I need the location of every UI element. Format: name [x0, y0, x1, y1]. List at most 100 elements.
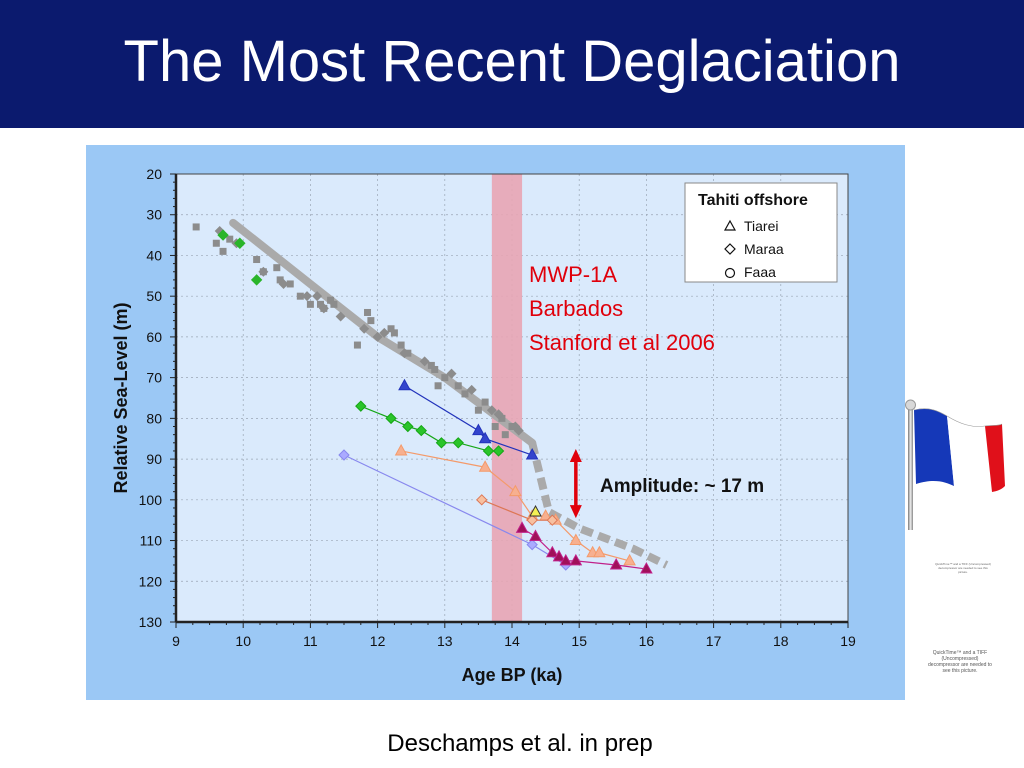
mwp-1a-band — [491, 174, 523, 622]
series-1-point — [482, 445, 495, 457]
amplitude-arrow-head-up — [569, 448, 582, 462]
y-tick-label: 20 — [146, 166, 162, 182]
x-tick-label: 11 — [303, 633, 318, 649]
barbados-square-point — [498, 414, 506, 422]
x-tick-label: 17 — [706, 633, 722, 649]
barbados-square-point — [276, 276, 284, 284]
series-3-point — [478, 460, 492, 472]
title-bar — [0, 0, 1024, 128]
legend-entry-label: Tiarei — [744, 218, 779, 234]
barbados-square-point — [286, 280, 294, 288]
x-tick-label: 10 — [235, 633, 251, 649]
y-tick-label: 120 — [139, 573, 163, 589]
barbados-diamond-point — [446, 368, 457, 379]
barbados-square-point — [441, 374, 449, 382]
barbados-diamond-point — [318, 303, 329, 314]
barbados-square-point — [427, 361, 435, 369]
mwp-annotation-line: Barbados — [529, 296, 623, 321]
series-1-point — [402, 420, 414, 433]
x-tick-label: 15 — [571, 633, 587, 649]
y-tick-label: 110 — [140, 533, 163, 549]
barbados-diamond-point — [312, 291, 323, 302]
barbados-diamond-point — [513, 425, 524, 436]
y-tick-label: 90 — [146, 451, 162, 467]
barbados-square-point — [364, 308, 372, 316]
barbados-square-point — [474, 406, 482, 414]
legend-title: Tahiti offshore — [698, 192, 808, 209]
barbados-square-point — [253, 256, 261, 264]
mwp-annotation-line: Stanford et al 2006 — [529, 330, 715, 355]
y-tick-label: 70 — [146, 370, 162, 386]
amplitude-arrow-head-down — [569, 505, 582, 519]
series-6-point — [559, 553, 573, 566]
barbados-square-point — [461, 390, 469, 398]
y-tick-label: 50 — [146, 288, 162, 304]
barbados-square-point — [212, 239, 220, 247]
barbados-square-point — [481, 398, 489, 406]
legend-triangle-icon — [723, 219, 737, 231]
series-1-point — [435, 437, 448, 449]
barbados-square-point — [296, 292, 304, 300]
x-tick-label: 13 — [437, 633, 453, 649]
series-1-point — [385, 412, 397, 425]
barbados-diamond-point — [486, 405, 497, 416]
barbados-curve-dashed — [528, 441, 669, 569]
legend-box — [684, 182, 838, 283]
series-6-point — [640, 562, 653, 574]
series-6-point — [609, 557, 623, 570]
series-4-point — [338, 449, 350, 461]
legend-diamond-icon — [724, 243, 736, 255]
amplitude-label: Amplitude: ~ 17 m — [600, 476, 764, 497]
slide-title: The Most Recent Deglaciation — [123, 29, 901, 94]
barbados-square-point — [501, 431, 509, 439]
barbados-diamond-point — [399, 348, 410, 359]
series-6-point — [529, 529, 542, 541]
barbados-diamond-point — [379, 327, 390, 338]
y-tick-label: 130 — [139, 614, 163, 630]
quicktime-placeholder-2: QuickTime™ and a TIFF (Uncompressed) dec… — [928, 650, 992, 674]
series-2-point — [398, 378, 411, 391]
series-5-point — [476, 494, 488, 506]
barbados-diamond-point — [335, 311, 346, 322]
x-axis-label: Age BP (ka) — [462, 665, 563, 685]
barbados-diamond-point — [302, 291, 313, 302]
sea-level-chart: 9 10 11 12 13 14 15 16 17 18 19 20 30 40 50 60 70 80 90 100… — [111, 166, 856, 685]
y-tick-label: 80 — [146, 410, 162, 426]
french-flag-icon — [905, 399, 1005, 530]
y-tick-label: 30 — [146, 207, 162, 223]
x-tick-label: 12 — [370, 633, 386, 649]
y-tick-label: 100 — [139, 492, 163, 508]
quicktime-placeholder-1: QuickTime™ and a TIFF (Uncompressed) dec… — [935, 562, 991, 574]
barbados-square-point — [306, 300, 314, 308]
series-3-point — [623, 553, 636, 566]
x-tick-label: 14 — [504, 633, 520, 649]
series-6-point — [552, 549, 566, 562]
barbados-diamond-point — [372, 331, 383, 342]
barbados-square-point — [387, 325, 395, 333]
series-1-point — [492, 445, 505, 457]
series-3-point — [509, 484, 522, 497]
barbados-square-point — [390, 329, 398, 337]
series-6-point — [545, 545, 559, 558]
barbados-square-point — [454, 382, 462, 390]
y-axis-label: Relative Sea-Level (m) — [111, 302, 131, 493]
barbados-square-point — [491, 423, 499, 431]
barbados-square-point — [192, 223, 200, 231]
series-7-point — [529, 504, 542, 517]
barbados-square-point — [330, 300, 338, 308]
barbados-square-point — [434, 382, 442, 390]
legend-entry-label: Maraa — [744, 241, 784, 257]
x-tick-label: 18 — [773, 633, 789, 649]
series-6-point — [569, 553, 583, 566]
x-tick-label: 16 — [639, 633, 655, 649]
series-2-point — [478, 431, 492, 444]
series-3-point — [569, 533, 583, 546]
series-3-point — [394, 443, 408, 456]
barbados-square-point — [273, 264, 281, 272]
series-0-point — [234, 237, 246, 249]
chart-figure: 9 10 11 12 13 14 15 16 17 18 19 20 30 40 50 60 70 80 90 100… — [86, 145, 905, 700]
barbados-diamond-point — [419, 356, 430, 367]
barbados-diamond-point — [466, 384, 477, 395]
series-2-point — [525, 447, 539, 460]
series-1-point — [415, 424, 427, 437]
